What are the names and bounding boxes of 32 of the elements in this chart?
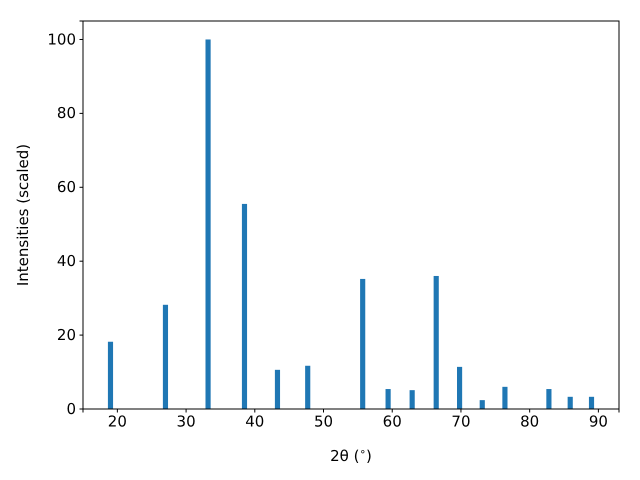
- bar: [568, 396, 573, 409]
- bar: [242, 204, 248, 409]
- bar: [588, 396, 594, 409]
- y-axis-title: Intensities (scaled): [14, 144, 32, 286]
- y-tick-label: 60: [56, 178, 76, 196]
- bar: [386, 389, 391, 409]
- bar: [108, 342, 114, 409]
- bar: [360, 278, 366, 409]
- y-tick-label: 100: [47, 30, 76, 48]
- bar: [434, 276, 439, 409]
- x-tick-label: 40: [245, 412, 264, 431]
- x-tick-label: 20: [108, 412, 127, 431]
- x-tick-label: 60: [382, 412, 402, 431]
- y-tick-label: 80: [56, 104, 76, 122]
- bar: [410, 390, 415, 409]
- bar: [456, 366, 462, 409]
- y-tick-label: 40: [56, 252, 76, 270]
- y-tick-label: 20: [56, 326, 76, 344]
- bar: [305, 366, 310, 409]
- y-tick-label: 0: [66, 400, 76, 418]
- x-tick-label: 90: [588, 412, 608, 431]
- x-tick-label: 80: [520, 412, 540, 431]
- x-tick-label: 70: [451, 412, 470, 431]
- bar: [205, 39, 211, 409]
- bar: [480, 400, 485, 409]
- bar: [546, 389, 552, 409]
- bar: [274, 370, 280, 409]
- bar: [502, 386, 508, 409]
- x-tick-label: 30: [176, 412, 196, 431]
- bar: [162, 304, 168, 409]
- x-axis-title: 2θ ($^{∘}$): [330, 446, 372, 465]
- x-tick-label: 50: [314, 412, 334, 431]
